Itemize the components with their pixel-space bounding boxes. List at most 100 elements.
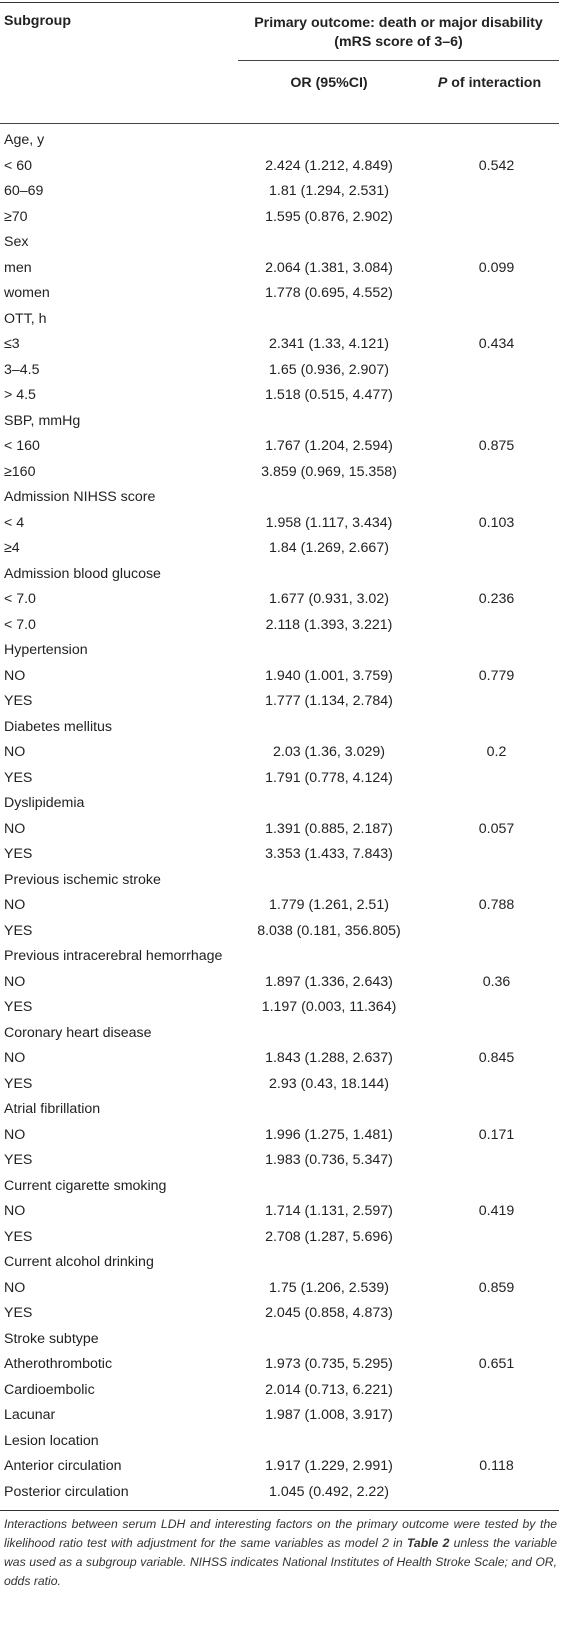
or-value: 1.677 (0.931, 3.02) <box>269 591 389 607</box>
p-interaction-value <box>420 536 559 562</box>
subgroup-label: < 7.0 <box>4 591 36 607</box>
p-interaction-value <box>420 613 559 639</box>
p-interaction-value <box>420 919 559 945</box>
subgroup-label: < 160 <box>4 438 40 454</box>
p-interaction-value: 0.542 <box>478 157 515 174</box>
table-row: Anterior circulation 1.917 (1.229, 2.991)… <box>0 1454 559 1480</box>
table-row: YES 3.353 (1.433, 7.843) <box>0 842 559 868</box>
table-row: ≥160 3.859 (0.969, 15.358) <box>0 460 559 486</box>
subgroup-label: 60–69 <box>4 183 44 199</box>
table-row: NO 2.03 (1.36, 3.029) 0.2 <box>0 740 559 766</box>
or-value: 1.714 (1.131, 2.597) <box>265 1203 393 1219</box>
table-row: men 2.064 (1.381, 3.084) 0.099 <box>0 256 559 282</box>
subgroup-label: NO <box>4 820 26 837</box>
subgroup-label: ≤3 <box>4 336 20 352</box>
p-interaction-value <box>420 485 559 511</box>
table-row: NO 1.897 (1.336, 2.643) 0.36 <box>0 970 559 996</box>
or-value: 3.859 (0.969, 15.358) <box>261 463 397 480</box>
or-value <box>238 1097 420 1123</box>
subgroup-label: NO <box>4 1203 26 1219</box>
footnote-part2: unless the variable was used as a subgro… <box>4 1536 557 1588</box>
p-interaction-value <box>420 128 559 154</box>
category-row: Current cigarette smoking <box>0 1174 559 1200</box>
or-value: 3.353 (1.433, 7.843) <box>265 846 393 862</box>
or-value: 1.65 (0.936, 2.907) <box>269 361 389 378</box>
or-value <box>238 1250 420 1276</box>
subgroup-label: YES <box>4 1228 33 1245</box>
or-value: 1.84 (1.269, 2.667) <box>269 540 389 556</box>
subgroup-label: men <box>4 259 32 276</box>
subgroup-label: Atherothrombotic <box>4 1356 113 1372</box>
table-row: < 4 1.958 (1.117, 3.434) 0.103 <box>0 511 559 537</box>
p-interaction-value: 0.2 <box>486 744 507 760</box>
table-row: NO 1.779 (1.261, 2.51) 0.788 <box>0 893 559 919</box>
category-label: Previous intracerebral hemorrhage <box>4 948 223 964</box>
p-interaction-value <box>420 1403 559 1429</box>
category-row: Previous ischemic stroke <box>0 868 559 894</box>
table-row: ≥70 1.595 (0.876, 2.902) <box>0 205 559 231</box>
category-label: OTT, h <box>4 310 47 327</box>
p-interaction-value: 0.859 <box>478 1279 515 1296</box>
p-interaction-value <box>420 1097 559 1123</box>
or-value: 1.940 (1.001, 3.759) <box>265 667 393 684</box>
category-row: Lesion location <box>0 1429 559 1455</box>
or-value: 1.843 (1.288, 2.637) <box>265 1050 393 1066</box>
or-value: 1.767 (1.204, 2.594) <box>265 438 393 454</box>
footnote-part1: Interactions between serum LDH and inter… <box>4 1517 557 1550</box>
p-interaction-value: 0.118 <box>479 1458 514 1474</box>
or-value <box>238 562 420 588</box>
or-value: 2.014 (0.713, 6.221) <box>265 1381 393 1398</box>
footnote-table-ref: Table 2 <box>406 1536 450 1550</box>
or-value: 8.038 (0.181, 356.805) <box>257 922 401 939</box>
or-value: 1.81 (1.294, 2.531) <box>269 183 389 199</box>
or-value: 2.341 (1.33, 4.121) <box>269 336 389 352</box>
subgroup-label: YES <box>4 1305 33 1321</box>
category-label: Previous ischemic stroke <box>4 871 161 888</box>
table-row: < 160 1.767 (1.204, 2.594) 0.875 <box>0 434 559 460</box>
p-interaction-value <box>420 1480 559 1506</box>
p-interaction-value <box>420 1148 559 1174</box>
table-row: YES 1.983 (0.736, 5.347) <box>0 1148 559 1174</box>
subgroup-label: < 60 <box>4 157 33 174</box>
table-row: 3–4.5 1.65 (0.936, 2.907) <box>0 358 559 384</box>
table-row: women 1.778 (0.695, 4.552) <box>0 281 559 307</box>
p-interaction-value <box>420 562 559 588</box>
table-row: < 7.0 2.118 (1.393, 3.221) <box>0 613 559 639</box>
category-row: Hypertension <box>0 638 559 664</box>
or-value <box>238 944 420 970</box>
table-row: < 7.0 1.677 (0.931, 3.02) 0.236 <box>0 587 559 613</box>
category-row: Previous intracerebral hemorrhage <box>0 944 559 970</box>
subgroup-label: YES <box>4 1152 33 1168</box>
table-row: < 60 2.424 (1.212, 4.849) 0.542 <box>0 154 559 180</box>
table-row: NO 1.843 (1.288, 2.637) 0.845 <box>0 1046 559 1072</box>
or-value: 1.958 (1.117, 3.434) <box>265 514 393 531</box>
p-interaction-value <box>420 638 559 664</box>
category-row: Admission NIHSS score <box>0 485 559 511</box>
or-value <box>238 307 420 333</box>
table-row: Atherothrombotic 1.973 (0.735, 5.295) 0.65… <box>0 1352 559 1378</box>
p-interaction-value <box>420 766 559 792</box>
p-interaction-value <box>420 409 559 435</box>
p-interaction-value <box>420 358 559 384</box>
category-label: Current cigarette smoking <box>4 1177 167 1194</box>
p-interaction-value <box>420 205 559 231</box>
header-bottom-rule <box>0 123 560 128</box>
subgroup-label: YES <box>4 846 33 862</box>
table-row: YES 2.045 (0.858, 4.873) <box>0 1301 559 1327</box>
or-value: 2.064 (1.381, 3.084) <box>265 259 393 276</box>
p-interaction-value <box>420 791 559 817</box>
or-value: 1.595 (0.876, 2.902) <box>265 208 393 225</box>
header-primary-outcome: Primary outcome: death or major disabili… <box>254 15 543 50</box>
or-value <box>238 230 420 256</box>
subgroup-label: 3–4.5 <box>4 361 40 378</box>
table-row: Cardioembolic 2.014 (0.713, 6.221) <box>0 1378 559 1404</box>
subgroup-label: NO <box>4 744 26 760</box>
category-label: Atrial fibrillation <box>4 1101 101 1117</box>
p-interaction-value: 0.788 <box>478 897 515 913</box>
category-row: Coronary heart disease <box>0 1021 559 1047</box>
category-row: OTT, h <box>0 307 559 333</box>
or-value: 2.708 (1.287, 5.696) <box>265 1228 393 1245</box>
or-value: 1.897 (1.336, 2.643) <box>265 973 393 990</box>
table-row: ≤3 2.341 (1.33, 4.121) 0.434 <box>0 332 559 358</box>
p-interaction-value <box>420 1378 559 1404</box>
